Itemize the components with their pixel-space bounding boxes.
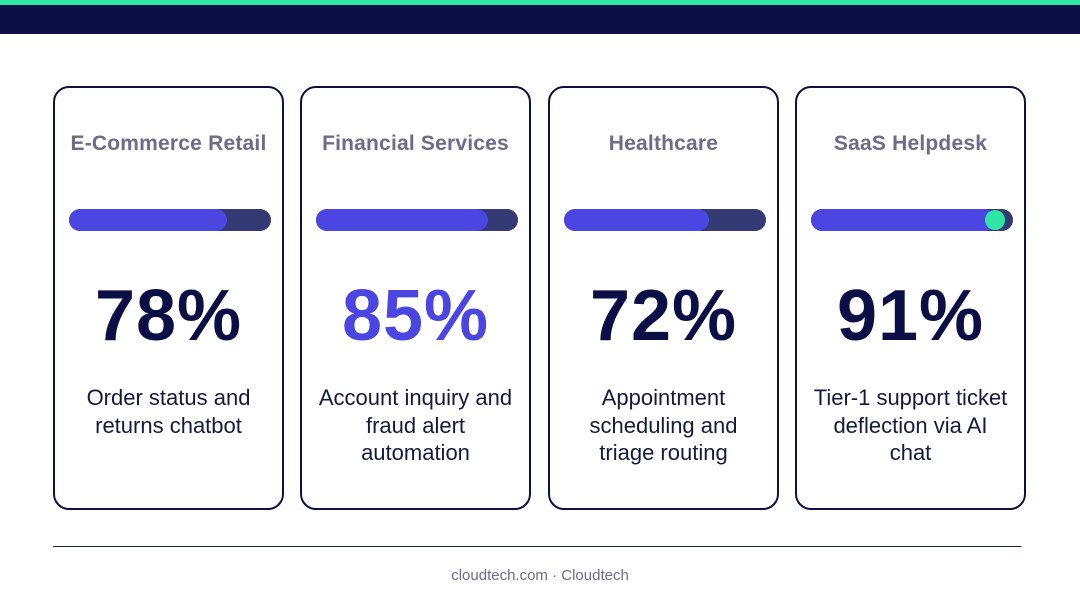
progress-fill — [564, 209, 709, 231]
card-financial-services: Financial Services 85% Account inquiry a… — [300, 86, 531, 510]
progress-bar — [811, 209, 1013, 231]
card-description: Appointment scheduling and triage routin… — [589, 385, 738, 465]
card-healthcare: Healthcare 72% Appointment scheduling an… — [548, 86, 779, 510]
card-description: Tier-1 support ticket deflection via AI … — [813, 385, 1008, 465]
stat-percentage: 72% — [589, 276, 738, 356]
footer-divider — [53, 546, 1021, 547]
top-header-bar — [0, 5, 1080, 34]
card-title: Healthcare — [608, 132, 719, 155]
stat-percentage: 91% — [836, 276, 985, 356]
progress-bar — [69, 209, 271, 231]
card-description: Account inquiry and fraud alert automati… — [318, 385, 513, 465]
stat-percentage: 78% — [94, 276, 243, 356]
progress-knob — [985, 210, 1005, 230]
card-ecommerce-retail: E-Commerce Retail 78% Order status and r… — [53, 86, 284, 510]
top-accent-strip — [0, 0, 1080, 5]
card-title: SaaS Helpdesk — [833, 132, 988, 155]
card-title: E-Commerce Retail — [70, 132, 267, 155]
stat-percentage: 85% — [341, 276, 490, 356]
progress-fill — [316, 209, 488, 231]
card-description: Order status and returns chatbot — [86, 385, 251, 438]
card-saas-helpdesk: SaaS Helpdesk 91% Tier-1 support ticket … — [795, 86, 1026, 510]
progress-fill — [811, 209, 995, 231]
progress-fill — [69, 209, 227, 231]
progress-bar — [316, 209, 518, 231]
progress-bar — [564, 209, 766, 231]
card-title: Financial Services — [322, 132, 509, 155]
footer-attribution: cloudtech.com · Cloudtech — [451, 567, 629, 584]
